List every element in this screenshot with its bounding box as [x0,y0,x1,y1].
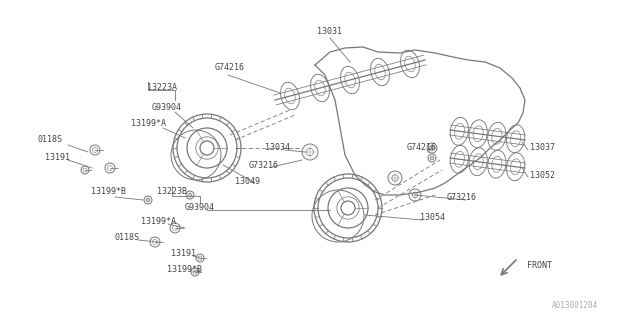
Text: G93904: G93904 [185,203,215,212]
Text: 13191: 13191 [45,153,70,162]
Text: 13223A: 13223A [147,84,177,92]
Text: 13199*A: 13199*A [131,118,166,127]
Text: 13052: 13052 [530,171,555,180]
Text: 13191: 13191 [170,249,195,258]
Text: 13037: 13037 [530,143,555,153]
Text: G93904: G93904 [152,103,182,113]
Text: 13223B: 13223B [157,188,187,196]
Text: G73216: G73216 [447,194,477,203]
Text: A013001204: A013001204 [552,301,598,310]
Text: FRONT: FRONT [527,260,552,269]
Text: 13031: 13031 [317,28,342,36]
Text: 13199*B: 13199*B [90,188,125,196]
Text: G74216: G74216 [215,63,245,73]
Text: 0118S: 0118S [38,135,63,145]
Text: G73216: G73216 [249,161,279,170]
Text: 13049: 13049 [236,177,260,186]
Text: 13034: 13034 [264,143,289,153]
Text: 13054: 13054 [420,213,445,222]
Text: 13199*B: 13199*B [168,266,202,275]
Text: 0118S: 0118S [115,233,140,242]
Text: 13199*A: 13199*A [141,217,175,226]
Text: G74216: G74216 [407,143,437,153]
